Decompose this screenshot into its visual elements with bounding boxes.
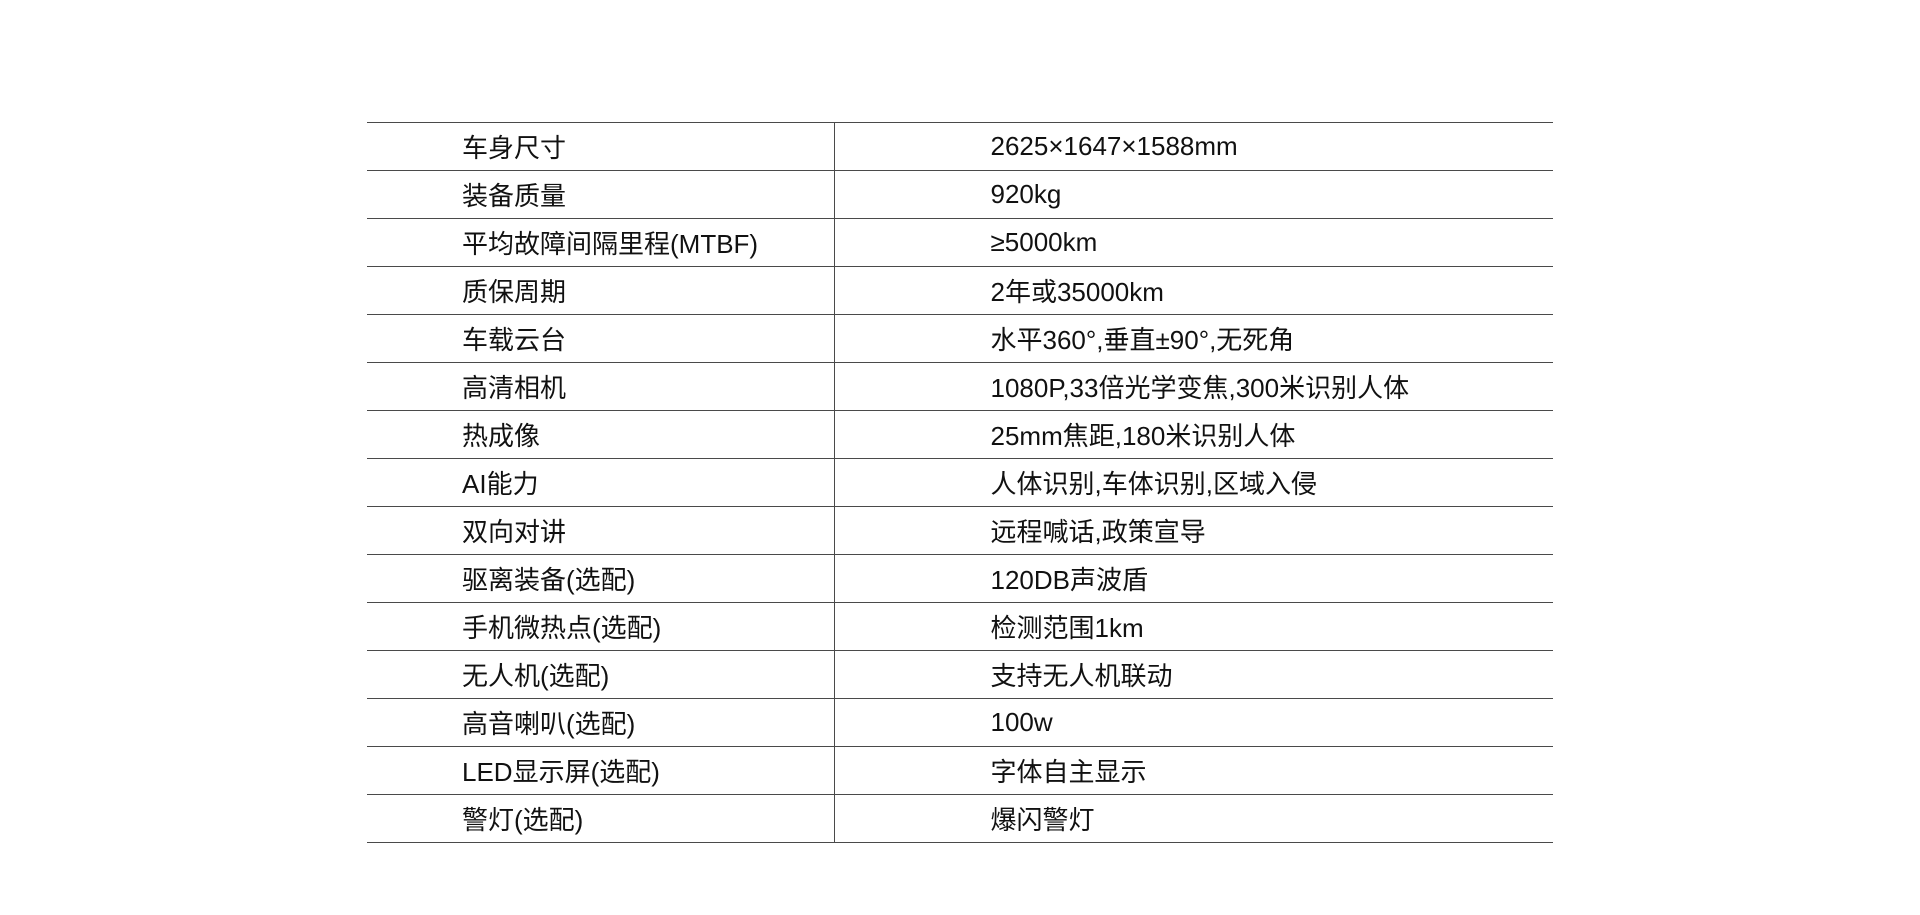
spec-value: 920kg xyxy=(990,179,1062,209)
spec-label: 高清相机 xyxy=(367,362,835,411)
spec-label: 车身尺寸 xyxy=(367,122,835,171)
spec-table-body: 车身尺寸 2625×1647×1588mm 装备质量 920kg 平均故障间隔里… xyxy=(367,122,1553,843)
table-row: 高音喇叭(选配) 100w xyxy=(367,698,1553,747)
table-row: 质保周期 2年或35000km xyxy=(367,266,1553,315)
spec-value: 检测范围1km xyxy=(990,613,1144,643)
spec-label: 双向对讲 xyxy=(367,506,835,555)
spec-label: 手机微热点(选配) xyxy=(367,602,835,651)
spec-value: 120DB声波盾 xyxy=(990,565,1149,595)
table-row: 热成像 25mm焦距,180米识别人体 xyxy=(367,410,1553,459)
spec-value: ≥5000km xyxy=(990,227,1098,257)
spec-table: 车身尺寸 2625×1647×1588mm 装备质量 920kg 平均故障间隔里… xyxy=(367,122,1553,843)
spec-label: LED显示屏(选配) xyxy=(367,746,835,795)
spec-label: 装备质量 xyxy=(367,170,835,219)
spec-label: 车载云台 xyxy=(367,314,835,363)
table-row: AI能力 人体识别,车体识别,区域入侵 xyxy=(367,458,1553,507)
table-row: 警灯(选配) 爆闪警灯 xyxy=(367,794,1553,843)
table-row: 高清相机 1080P,33倍光学变焦,300米识别人体 xyxy=(367,362,1553,411)
spec-value: 人体识别,车体识别,区域入侵 xyxy=(990,469,1317,499)
table-row: 车身尺寸 2625×1647×1588mm xyxy=(367,122,1553,171)
spec-label: AI能力 xyxy=(367,458,835,507)
spec-label: 无人机(选配) xyxy=(367,650,835,699)
table-row: 车载云台 水平360°,垂直±90°,无死角 xyxy=(367,314,1553,363)
spec-label: 高音喇叭(选配) xyxy=(367,698,835,747)
spec-value: 水平360°,垂直±90°,无死角 xyxy=(990,325,1295,355)
spec-value: 25mm焦距,180米识别人体 xyxy=(990,421,1296,451)
spec-value: 2年或35000km xyxy=(990,277,1164,307)
spec-value: 字体自主显示 xyxy=(990,757,1147,787)
table-row: 平均故障间隔里程(MTBF) ≥5000km xyxy=(367,218,1553,267)
spec-value: 1080P,33倍光学变焦,300米识别人体 xyxy=(990,373,1410,403)
spec-value: 支持无人机联动 xyxy=(990,661,1173,691)
table-row: 手机微热点(选配) 检测范围1km xyxy=(367,602,1553,651)
spec-label: 热成像 xyxy=(367,410,835,459)
spec-value: 100w xyxy=(990,707,1053,737)
spec-label: 平均故障间隔里程(MTBF) xyxy=(367,218,835,267)
spec-label: 警灯(选配) xyxy=(367,794,835,843)
table-row: 双向对讲 远程喊话,政策宣导 xyxy=(367,506,1553,555)
table-row: 无人机(选配) 支持无人机联动 xyxy=(367,650,1553,699)
table-row: 装备质量 920kg xyxy=(367,170,1553,219)
table-row: LED显示屏(选配) 字体自主显示 xyxy=(367,746,1553,795)
spec-value: 爆闪警灯 xyxy=(990,805,1095,835)
spec-value: 远程喊话,政策宣导 xyxy=(990,517,1206,547)
spec-value: 2625×1647×1588mm xyxy=(990,131,1238,161)
spec-label: 驱离装备(选配) xyxy=(367,554,835,603)
table-row: 驱离装备(选配) 120DB声波盾 xyxy=(367,554,1553,603)
spec-label: 质保周期 xyxy=(367,266,835,315)
